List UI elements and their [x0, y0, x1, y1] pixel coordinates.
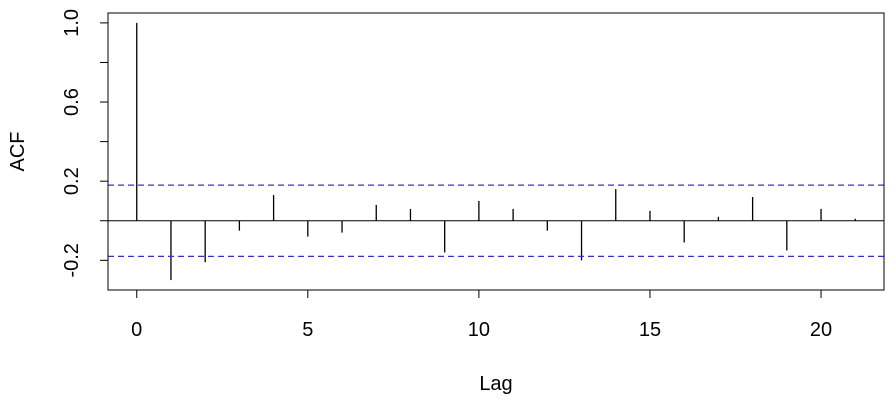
x-axis: 0 5 10 15 20: [131, 289, 832, 341]
x-tick-label: 10: [468, 319, 490, 341]
x-tick-label: 15: [639, 319, 661, 341]
y-tick-label: 0.2: [61, 167, 83, 195]
plot-frame: [107, 12, 885, 291]
y-tick-label: 1.0: [61, 9, 83, 37]
y-tick-label: -0.2: [61, 243, 83, 277]
y-tick-label: 0.6: [61, 88, 83, 116]
x-axis-title: Lag: [479, 373, 512, 395]
x-tick-label: 5: [302, 319, 313, 341]
x-tick-label: 0: [131, 319, 142, 341]
y-axis-title: ACF: [7, 132, 29, 172]
y-axis: -0.2 0.2 0.6 1.0: [61, 9, 109, 278]
x-tick-label: 20: [810, 319, 832, 341]
acf-bars: [136, 22, 856, 281]
